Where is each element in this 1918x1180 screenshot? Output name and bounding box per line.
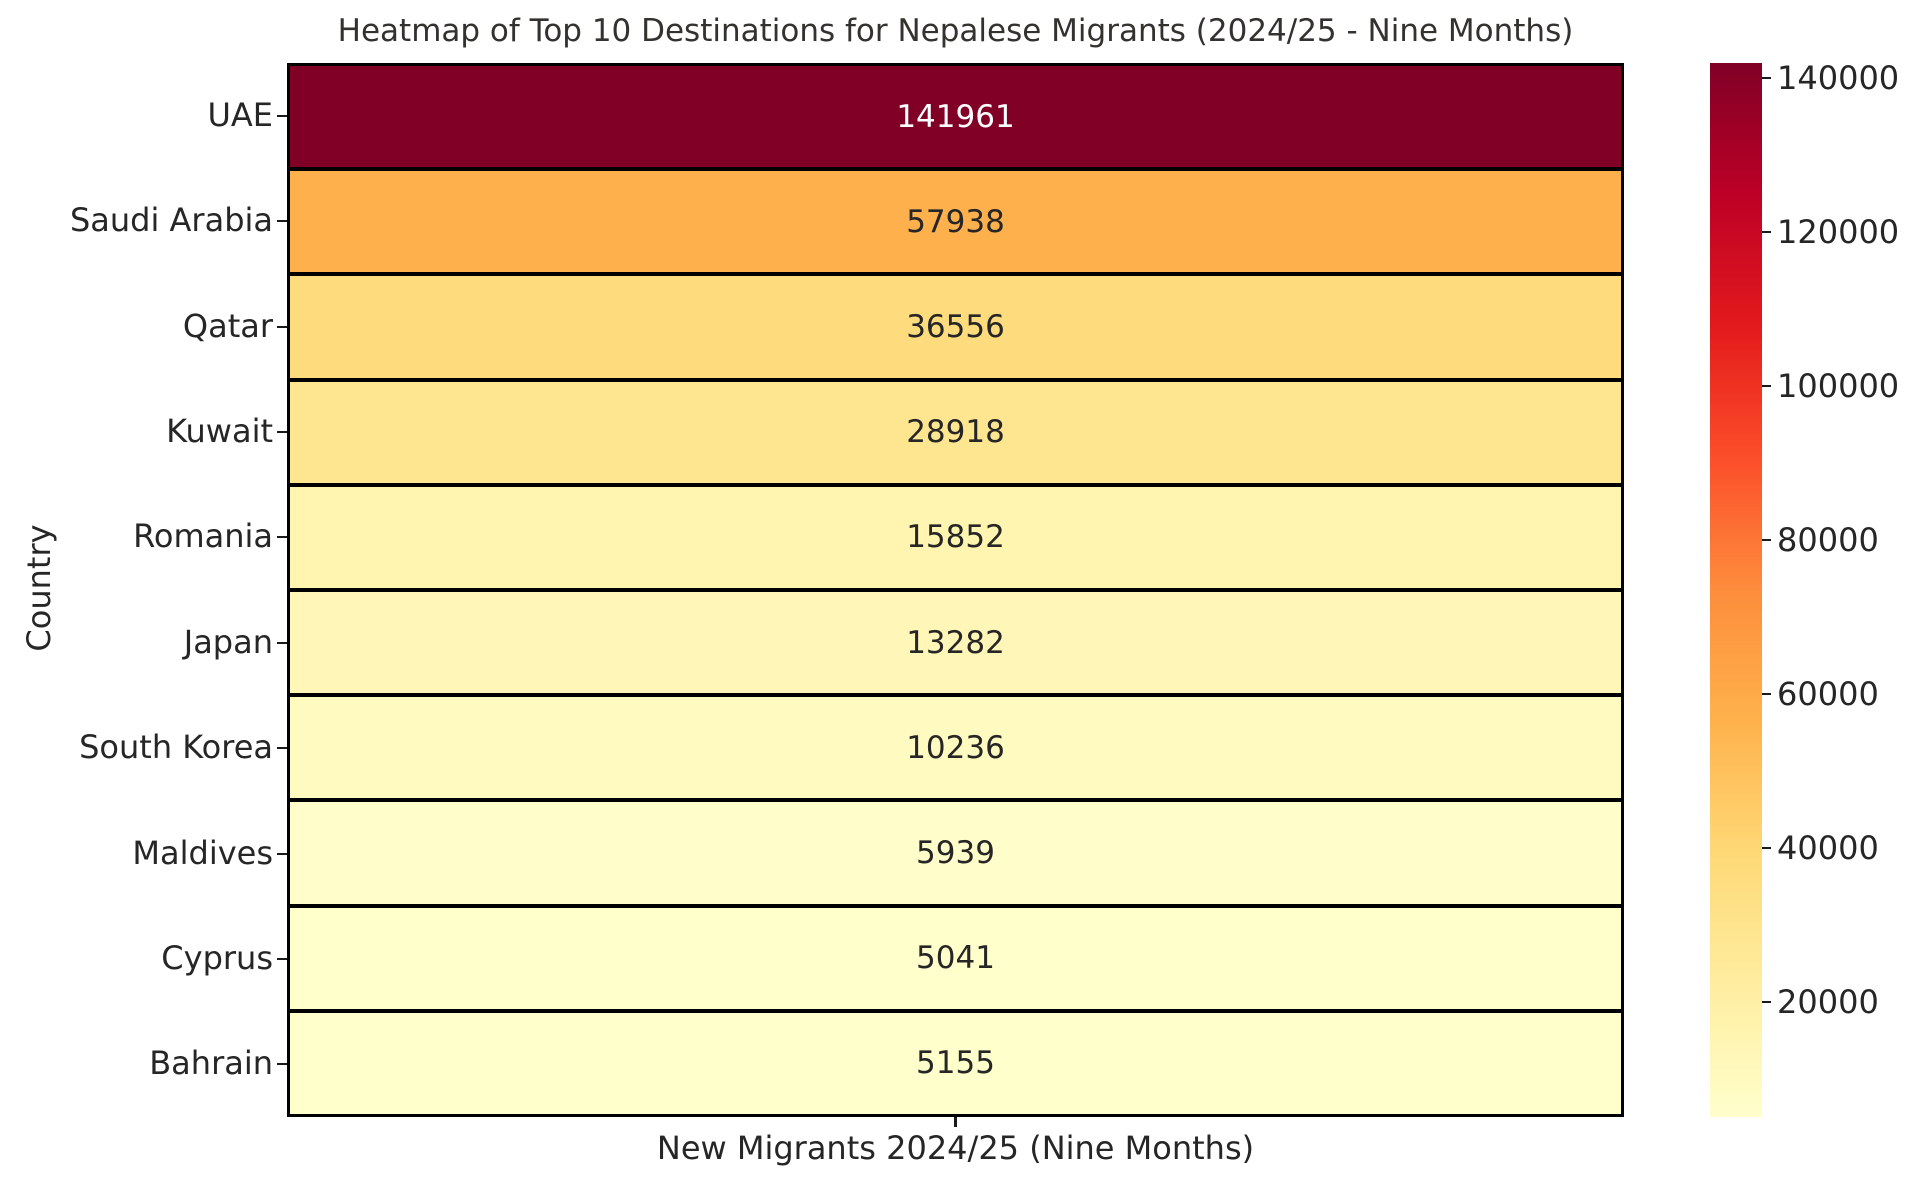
y-tick-label: UAE [207, 95, 273, 134]
chart-title: Heatmap of Top 10 Destinations for Nepal… [337, 13, 1574, 49]
cell-value: 10236 [906, 729, 1005, 766]
y-tick-mark [277, 641, 287, 644]
colorbar-tick-label: 60000 [1777, 674, 1879, 713]
x-tick-mark [954, 1117, 957, 1127]
y-tick-mark [277, 957, 287, 960]
y-tick-mark [277, 1063, 287, 1066]
colorbar-tick-label: 120000 [1777, 213, 1900, 252]
colorbar-tick-label: 20000 [1777, 982, 1879, 1021]
x-axis-label: New Migrants 2024/25 (Nine Months) [656, 1129, 1255, 1167]
cell-value: 57938 [906, 203, 1005, 240]
colorbar-tick-mark [1762, 77, 1771, 80]
y-tick-label: Cyprus [161, 939, 273, 978]
colorbar-tick-mark [1762, 1000, 1771, 1003]
cell-value: 5041 [916, 940, 995, 977]
heatmap-cell-kuwait: 28918 [290, 377, 1621, 483]
y-tick-mark [277, 430, 287, 433]
colorbar-tick-label: 80000 [1777, 520, 1879, 559]
y-tick-label: Romania [133, 517, 273, 556]
y-tick-label: Kuwait [166, 412, 273, 451]
heatmap-cell-maldives: 5939 [290, 798, 1621, 904]
colorbar-tick-mark [1762, 231, 1771, 234]
heatmap-cell-cyprus: 5041 [290, 903, 1621, 1009]
heatmap-cell-japan: 13282 [290, 588, 1621, 694]
y-tick-mark [277, 114, 287, 117]
cell-value: 5939 [916, 835, 995, 872]
colorbar-gradient [1710, 63, 1762, 1117]
colorbar-tick-mark [1762, 846, 1771, 849]
cell-value: 36556 [906, 309, 1005, 345]
colorbar-tick-label: 40000 [1777, 828, 1879, 867]
heatmap-cell-south-korea: 10236 [290, 693, 1621, 799]
heatmap-grid: 141961 57938 36556 28918 15852 13282 10236 5939… [287, 63, 1624, 1117]
colorbar-tick-label: 100000 [1777, 367, 1900, 405]
heatmap-cell-saudi-arabia: 57938 [290, 167, 1621, 273]
colorbar-tick-mark [1762, 538, 1771, 541]
cell-value: 141961 [896, 98, 1015, 135]
cell-value: 13282 [906, 624, 1005, 661]
y-tick-mark [277, 325, 287, 328]
y-tick-label: Saudi Arabia [69, 201, 273, 240]
y-tick-label: Bahrain [149, 1044, 273, 1083]
heatmap-cell-bahrain: 5155 [290, 1008, 1621, 1115]
cell-value: 15852 [906, 519, 1005, 556]
y-tick-label: Qatar [182, 306, 273, 345]
heatmap-cell-qatar: 36556 [290, 272, 1621, 378]
y-axis-label: Country [20, 524, 58, 652]
y-tick-mark [277, 220, 287, 223]
cell-value: 5155 [916, 1045, 995, 1082]
colorbar-tick-label: 140000 [1777, 59, 1900, 98]
heatmap-cell-uae: 141961 [290, 66, 1621, 168]
colorbar-tick-mark [1762, 385, 1771, 387]
y-tick-mark [277, 536, 287, 539]
heatmap-cell-romania: 15852 [290, 482, 1621, 589]
y-tick-label: Maldives [132, 833, 273, 872]
y-tick-mark [277, 852, 287, 855]
y-tick-label: South Korea [79, 728, 273, 767]
y-tick-mark [277, 747, 287, 750]
colorbar-tick-mark [1762, 692, 1771, 695]
cell-value: 28918 [906, 414, 1005, 451]
y-tick-label: Japan [183, 622, 273, 661]
